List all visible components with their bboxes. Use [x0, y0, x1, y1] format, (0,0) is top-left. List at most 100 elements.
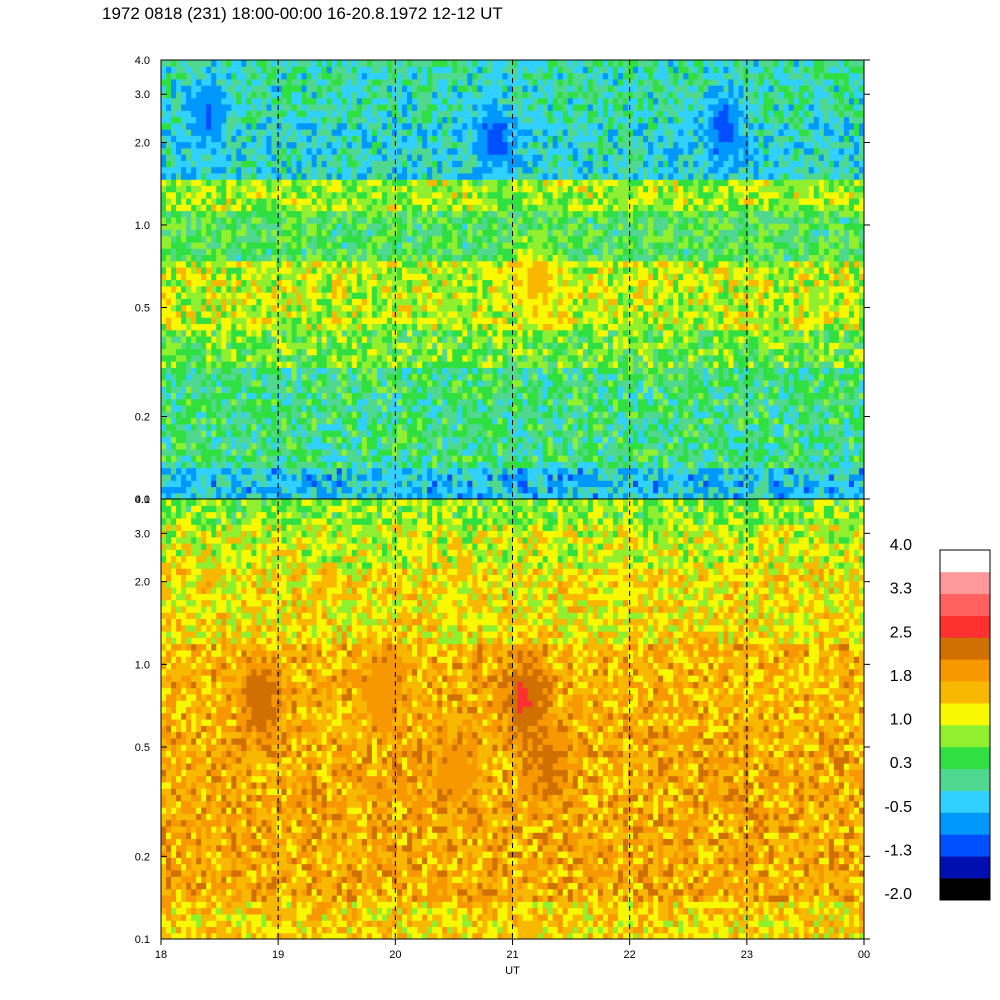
heatmap-cell	[567, 292, 574, 299]
heatmap-cell	[858, 348, 864, 356]
heatmap-cell	[467, 298, 473, 306]
heatmap-cell	[848, 304, 855, 312]
heatmap-cell	[487, 398, 494, 406]
heatmap-cell	[617, 304, 624, 312]
heatmap-cell	[492, 379, 499, 387]
heatmap-cell	[422, 404, 428, 412]
heatmap-cell	[648, 367, 654, 375]
heatmap-cell	[648, 473, 654, 481]
heatmap-cell	[587, 310, 594, 318]
heatmap-cell	[271, 354, 278, 362]
heatmap-cell	[241, 361, 247, 368]
heatmap-cell	[688, 354, 694, 362]
heatmap-cell	[798, 329, 805, 337]
heatmap-cell	[176, 423, 182, 431]
heatmap-cell	[643, 323, 649, 331]
heatmap-cell	[326, 317, 333, 324]
heatmap-cell	[527, 304, 534, 312]
heatmap-cell	[673, 398, 679, 406]
heatmap-cell	[577, 386, 584, 393]
heatmap-cell	[833, 298, 840, 306]
heatmap-cell	[306, 323, 313, 331]
heatmap-cell	[381, 398, 388, 406]
heatmap-cell	[808, 398, 815, 406]
heatmap-cell	[266, 423, 273, 431]
heatmap-cell	[853, 430, 860, 437]
heatmap-cell	[351, 436, 358, 444]
heatmap-cell	[848, 442, 855, 450]
heatmap-cell	[356, 455, 363, 462]
heatmap-cell	[331, 373, 338, 381]
heatmap-cell	[276, 342, 283, 350]
heatmap-cell	[482, 430, 488, 437]
heatmap-cell	[668, 473, 674, 481]
heatmap-cell	[412, 398, 418, 406]
heatmap-cell	[191, 486, 197, 494]
heatmap-cell	[492, 329, 499, 337]
heatmap-cell	[733, 455, 740, 462]
heatmap-cell	[201, 461, 207, 469]
heatmap-cell	[678, 323, 684, 331]
heatmap-cell	[597, 361, 604, 368]
heatmap-cell	[397, 411, 403, 419]
heatmap-cell	[793, 461, 800, 469]
heatmap-cell	[808, 348, 815, 356]
heatmap-cell	[316, 417, 323, 425]
heatmap-cell	[211, 430, 217, 437]
heatmap-cell	[397, 310, 403, 318]
heatmap-cell	[176, 317, 182, 324]
heatmap-cell	[492, 436, 499, 444]
heatmap-cell	[713, 317, 719, 324]
heatmap-cell	[602, 461, 609, 469]
heatmap-cell	[171, 486, 177, 494]
heatmap-cell	[788, 329, 795, 337]
heatmap-cell	[452, 386, 458, 393]
heatmap-cell	[577, 486, 584, 494]
heatmap-cell	[291, 292, 298, 299]
heatmap-cell	[698, 436, 704, 444]
heatmap-cell	[176, 467, 182, 475]
heatmap-cell	[703, 348, 709, 356]
heatmap-cell	[738, 354, 745, 362]
heatmap-cell	[768, 467, 775, 475]
heatmap-cell	[477, 361, 483, 368]
heatmap-cell	[286, 373, 293, 381]
heatmap-cell	[457, 486, 463, 494]
heatmap-cell	[356, 273, 363, 281]
heatmap-cell	[261, 367, 268, 375]
heatmap-cell	[407, 310, 413, 318]
heatmap-cell	[261, 386, 268, 393]
heatmap-cell	[502, 373, 509, 381]
heatmap-cell	[391, 310, 398, 318]
heatmap-cell	[186, 361, 192, 368]
heatmap-cell	[251, 423, 258, 431]
heatmap-cell	[743, 480, 750, 488]
heatmap-cell	[683, 373, 689, 381]
heatmap-cell	[241, 335, 247, 343]
heatmap-cell	[497, 417, 504, 425]
heatmap-cell	[648, 486, 654, 494]
heatmap-cell	[402, 480, 408, 488]
heatmap-cell	[522, 304, 529, 312]
heatmap-cell	[617, 455, 624, 462]
heatmap-cell	[848, 354, 855, 362]
heatmap-cell	[306, 423, 313, 431]
heatmap-cell	[673, 430, 679, 437]
heatmap-cell	[181, 373, 187, 381]
heatmap-cell	[638, 386, 644, 393]
heatmap-cell	[507, 285, 514, 293]
heatmap-cell	[321, 417, 328, 425]
heatmap-cell	[246, 486, 252, 494]
heatmap-cell	[813, 298, 820, 306]
heatmap-cell	[823, 292, 830, 299]
heatmap-cell	[502, 473, 509, 481]
heatmap-cell	[517, 461, 524, 469]
heatmap-cell	[301, 392, 308, 400]
heatmap-cell	[522, 279, 529, 287]
heatmap-cell	[813, 279, 820, 287]
heatmap-cell	[326, 423, 333, 431]
heatmap-cell	[778, 304, 785, 312]
heatmap-cell	[512, 279, 519, 287]
heatmap-cell	[612, 486, 619, 494]
heatmap-cell	[713, 354, 719, 362]
